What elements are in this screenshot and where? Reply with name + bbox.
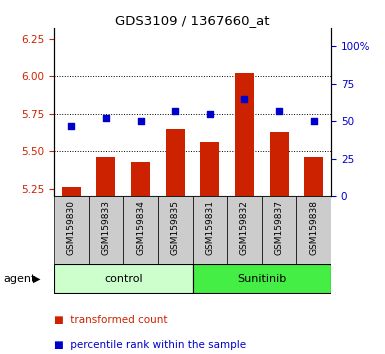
Point <box>68 123 74 129</box>
FancyBboxPatch shape <box>227 196 262 264</box>
Text: agent: agent <box>4 274 36 284</box>
Point <box>172 108 178 114</box>
Bar <box>304 157 323 196</box>
FancyBboxPatch shape <box>192 264 331 293</box>
FancyBboxPatch shape <box>54 264 192 293</box>
Text: Sunitinib: Sunitinib <box>237 274 286 284</box>
Point <box>276 108 282 114</box>
Text: GSM159838: GSM159838 <box>309 200 318 255</box>
FancyBboxPatch shape <box>54 196 89 264</box>
Bar <box>270 132 289 196</box>
Text: GSM159835: GSM159835 <box>171 200 180 255</box>
Point <box>311 119 317 124</box>
Text: GSM159834: GSM159834 <box>136 200 145 255</box>
Text: control: control <box>104 274 142 284</box>
FancyBboxPatch shape <box>89 196 123 264</box>
Bar <box>200 142 219 196</box>
Bar <box>235 73 254 196</box>
Point <box>241 96 248 102</box>
Text: ▶: ▶ <box>33 274 40 284</box>
Bar <box>166 129 185 196</box>
FancyBboxPatch shape <box>192 196 227 264</box>
Text: ■  percentile rank within the sample: ■ percentile rank within the sample <box>54 340 246 350</box>
Point <box>137 119 144 124</box>
FancyBboxPatch shape <box>123 196 158 264</box>
Bar <box>131 162 150 196</box>
Bar <box>62 187 81 196</box>
Title: GDS3109 / 1367660_at: GDS3109 / 1367660_at <box>115 14 270 27</box>
FancyBboxPatch shape <box>158 196 192 264</box>
Text: GSM159831: GSM159831 <box>205 200 214 255</box>
FancyBboxPatch shape <box>262 196 296 264</box>
Text: GSM159832: GSM159832 <box>240 200 249 255</box>
Point <box>207 111 213 117</box>
Point <box>103 115 109 121</box>
Bar <box>96 157 116 196</box>
FancyBboxPatch shape <box>296 196 331 264</box>
Text: GSM159830: GSM159830 <box>67 200 76 255</box>
Text: ■  transformed count: ■ transformed count <box>54 315 167 325</box>
Text: GSM159833: GSM159833 <box>101 200 110 255</box>
Text: GSM159837: GSM159837 <box>275 200 284 255</box>
